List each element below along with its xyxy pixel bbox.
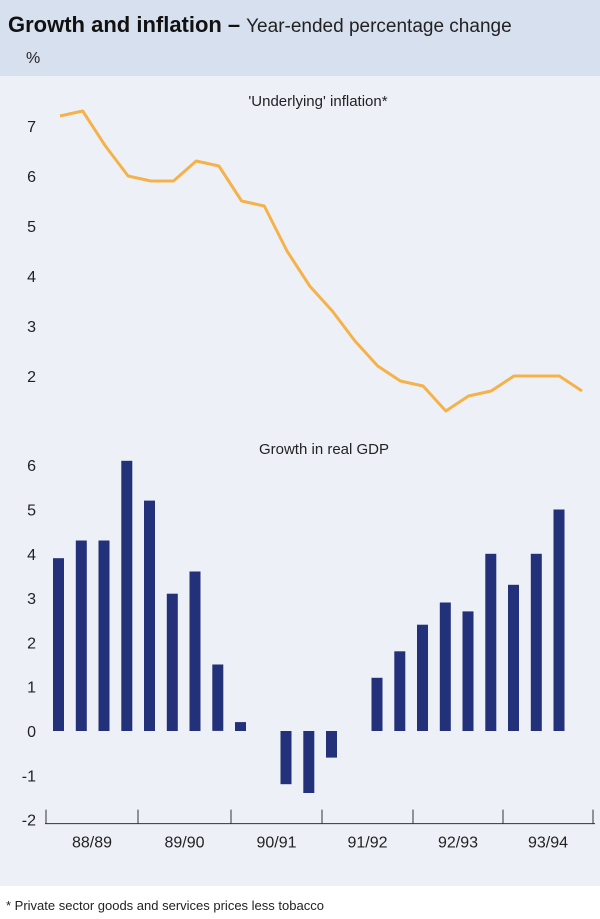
- gdp-bar: [53, 558, 64, 731]
- gdp-bar: [439, 602, 451, 731]
- inflation-y-tick-label: 5: [27, 219, 36, 236]
- inflation-y-tick-label: 7: [27, 119, 36, 136]
- inflation-y-tick-label: 6: [27, 169, 36, 186]
- gdp-bar: [417, 624, 428, 731]
- gdp-bar: [371, 677, 383, 731]
- inflation-y-tick-label: 3: [27, 319, 36, 336]
- inflation-y-tick-label: 4: [27, 269, 36, 286]
- gdp-bar: [485, 553, 497, 731]
- gdp-x-tick-label: 92/93: [438, 835, 478, 852]
- gdp-x-tick-label: 93/94: [528, 835, 568, 852]
- gdp-y-tick-label: 6: [27, 458, 36, 475]
- gdp-y-tick-label: 2: [27, 635, 36, 652]
- gdp-y-tick-label: 3: [27, 591, 36, 608]
- gdp-bar: [553, 509, 565, 731]
- gdp-y-tick-label: -1: [22, 768, 36, 785]
- gdp-y-tick-label: 5: [27, 503, 36, 520]
- gdp-bar: [75, 540, 87, 731]
- gdp-panel-title: Growth in real GDP: [259, 441, 389, 458]
- footnote: * Private sector goods and services pric…: [6, 898, 324, 913]
- gdp-bar: [303, 731, 315, 793]
- inflation-panel-title: 'Underlying' inflation*: [248, 93, 387, 110]
- gdp-bar: [530, 553, 542, 731]
- chart-title: Growth and inflation – Year-ended percenta…: [8, 12, 512, 38]
- gdp-bar: [144, 500, 155, 731]
- gdp-x-tick-label: 88/89: [72, 835, 112, 852]
- inflation-y-tick-label: 2: [27, 369, 36, 386]
- gdp-bar: [166, 593, 178, 731]
- gdp-y-tick-label: 4: [27, 547, 36, 564]
- unit-label: %: [26, 50, 41, 67]
- chart-panel: 'Underlying' inflation* Growth in real G…: [0, 76, 600, 886]
- gdp-bar: [121, 460, 133, 731]
- gdp-bar: [189, 571, 201, 731]
- gdp-y-tick-label: 1: [27, 680, 36, 697]
- gdp-x-tick-label: 89/90: [164, 835, 204, 852]
- gdp-y-tick-label: 0: [27, 724, 36, 741]
- inflation-series-line: [59, 109, 583, 413]
- gdp-x-tick-label: 91/92: [347, 835, 387, 852]
- gdp-bar: [212, 664, 224, 731]
- title-subtitle: Year-ended percentage change: [246, 16, 512, 37]
- gdp-bar: [235, 722, 246, 731]
- chart-svg: 'Underlying' inflation* Growth in real G…: [22, 93, 595, 852]
- gdp-bar: [508, 584, 519, 731]
- title-band: Growth and inflation – Year-ended percenta…: [0, 0, 600, 76]
- gdp-x-tick-label: 90/91: [256, 835, 296, 852]
- title-main: Growth and inflation: [8, 12, 222, 37]
- gdp-y-tick-label: -2: [22, 813, 36, 830]
- gdp-bar: [462, 611, 474, 731]
- gdp-bar: [394, 651, 406, 731]
- gdp-bar: [98, 540, 110, 731]
- title-dash: –: [227, 12, 241, 37]
- gdp-bar: [326, 731, 337, 758]
- gdp-bar: [280, 731, 292, 785]
